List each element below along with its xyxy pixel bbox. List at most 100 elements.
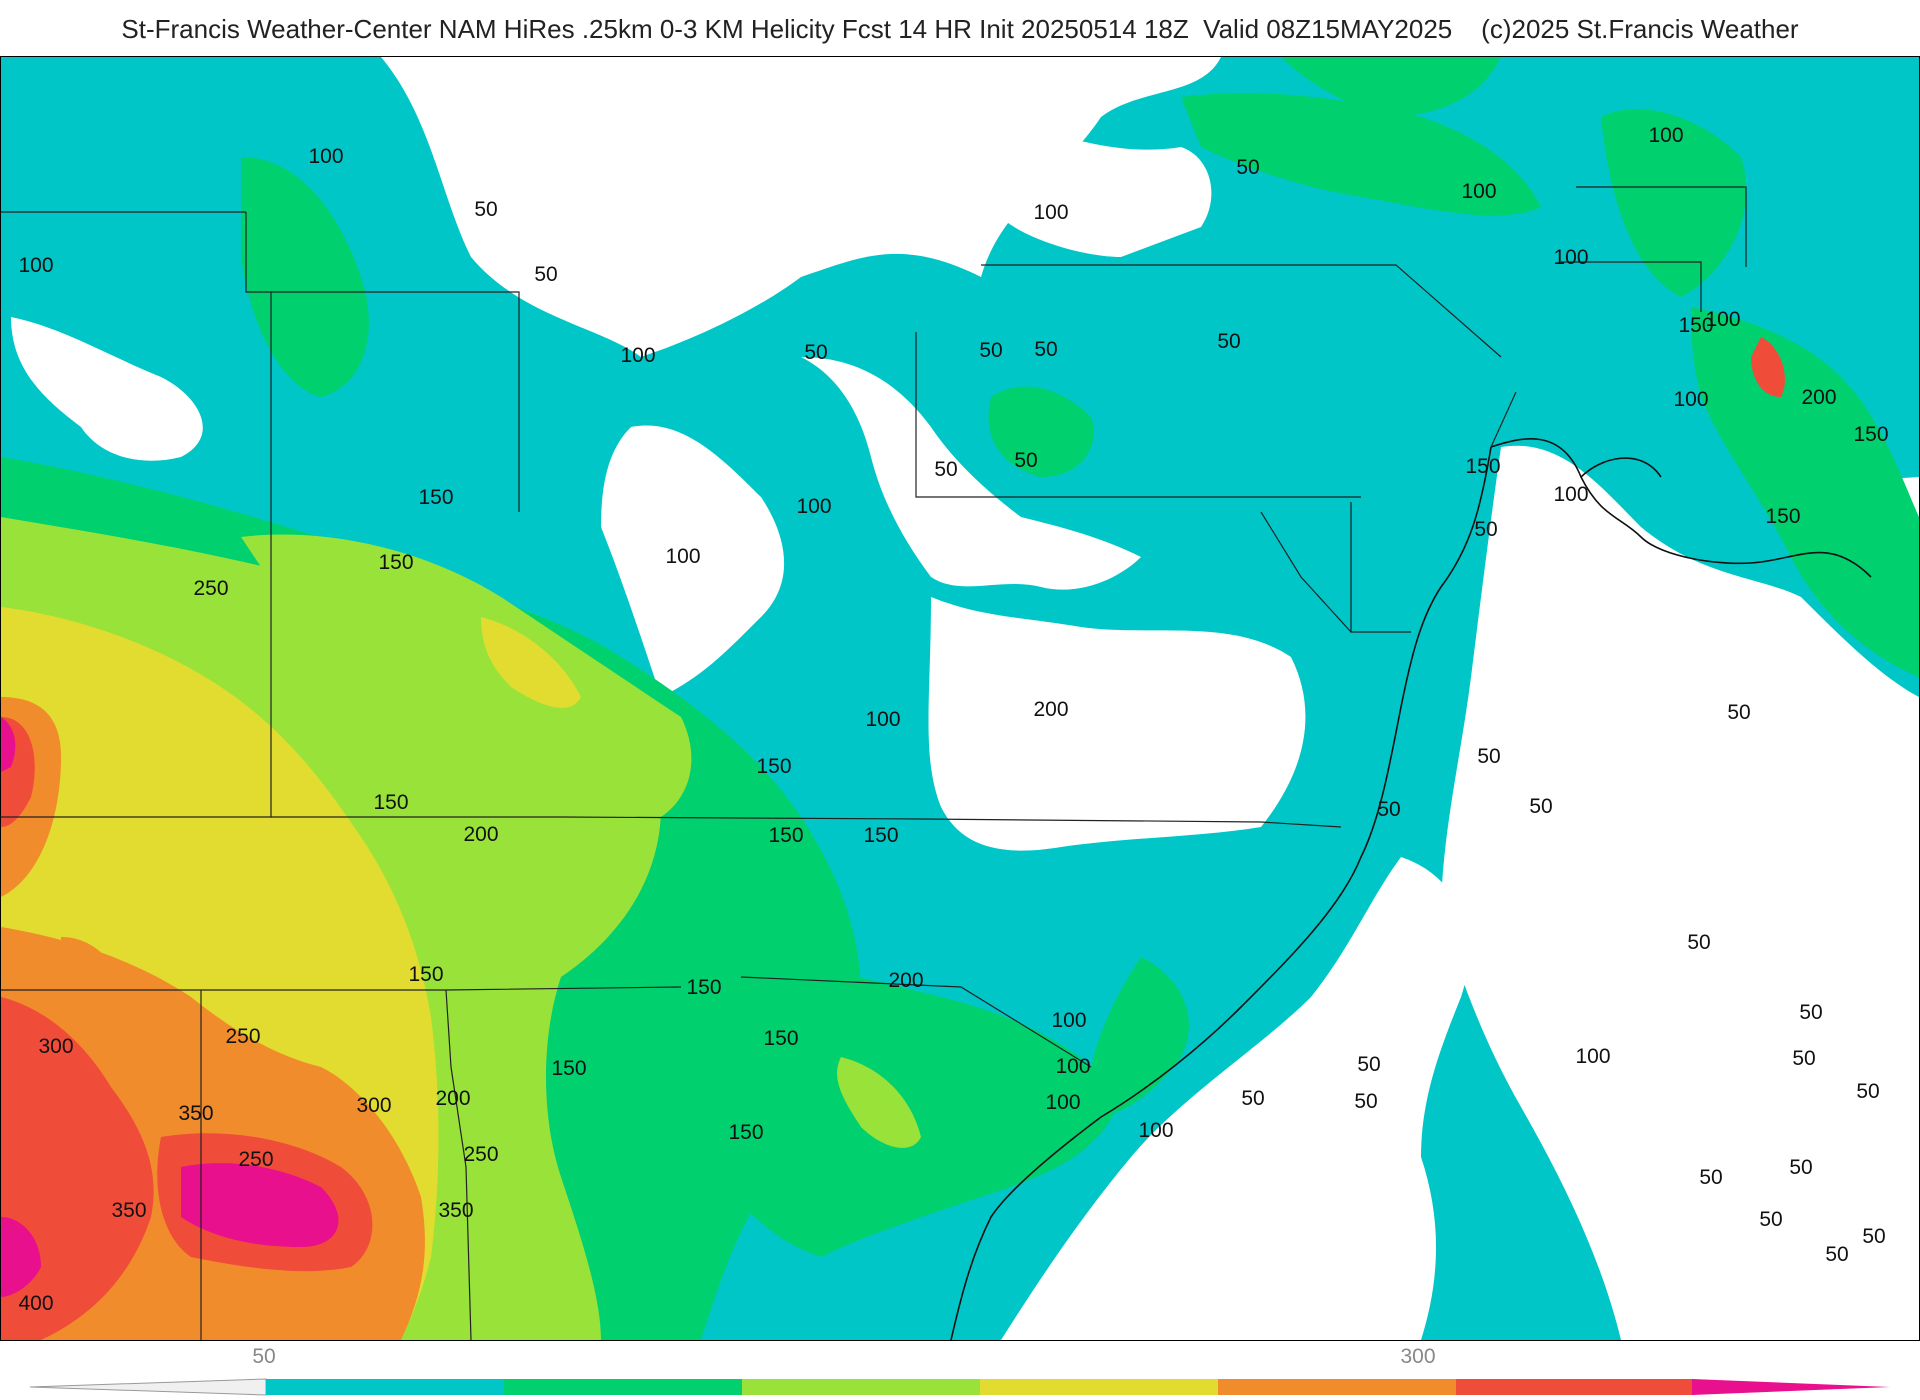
helicity-region (988, 386, 1094, 477)
contour-label: 150 (373, 791, 408, 814)
contour-label: 200 (1801, 386, 1836, 409)
contour-label: 100 (1575, 1045, 1610, 1068)
below-threshold-area (801, 357, 1141, 590)
helicity-region (241, 157, 369, 397)
contour-label: 50 (1759, 1208, 1782, 1231)
contour-label: 250 (193, 577, 228, 600)
helicity-region (1281, 57, 1501, 117)
contour-label: 100 (1705, 308, 1740, 331)
state-line (920, 818, 1342, 828)
contour-label: 100 (1051, 1009, 1086, 1032)
helicity-region (481, 617, 581, 708)
coastline (950, 438, 1872, 1340)
contour-label: 200 (463, 823, 498, 846)
state-boundaries (1, 186, 1747, 1340)
contour-label: 50 (979, 339, 1002, 362)
contour-label: 350 (178, 1102, 213, 1125)
contour-label: 100 (18, 254, 53, 277)
state-line (1260, 511, 1352, 633)
helicity-region (1, 1217, 41, 1297)
below-threshold-area (1001, 117, 1212, 257)
contour-label: 50 (1687, 931, 1710, 954)
contour-label: 150 (418, 486, 453, 509)
colorbar-tick-50: 50 (252, 1345, 276, 1368)
contour-label: 150 (756, 755, 791, 778)
helicity-region (1, 717, 16, 772)
helicity-region (1088, 957, 1189, 1117)
contour-labels: 100 50 100 50 50 100 100 100 50 50 100 100 50 50 50 50 1… (18, 124, 1888, 1315)
contour-label: 150 (763, 1027, 798, 1050)
state-line (1490, 391, 1517, 448)
contour-label: 100 (796, 495, 831, 518)
below-threshold-area (928, 597, 1306, 851)
contour-label: 150 (551, 1057, 586, 1080)
colorbar-cell (742, 1379, 980, 1395)
contour-label: 50 (1727, 701, 1750, 724)
contour-label: 350 (438, 1199, 473, 1222)
below-threshold-area (11, 317, 203, 461)
helicity-region (61, 937, 133, 1060)
contour-label: 50 (1236, 156, 1259, 179)
contour-label: 50 (1699, 1166, 1722, 1189)
helicity-region (1181, 93, 1541, 216)
state-line (981, 264, 1502, 358)
colorbar-cell (980, 1379, 1218, 1395)
contour-label: 150 (768, 824, 803, 847)
contour-label: 200 (435, 1087, 470, 1110)
contour-label: 50 (1377, 798, 1400, 821)
contour-label: 100 (1055, 1055, 1090, 1078)
contour-label: 100 (1648, 124, 1683, 147)
helicity-region (1601, 109, 1747, 297)
below-threshold-area (1441, 445, 1919, 1340)
contour-label: 300 (38, 1035, 73, 1058)
helicity-region (241, 534, 692, 817)
contour-label: 250 (463, 1143, 498, 1166)
contour-label: 50 (1241, 1087, 1264, 1110)
contour-label: 100 (1553, 246, 1588, 269)
colorbar-cell (1218, 1379, 1456, 1395)
contour-label: 150 (686, 976, 721, 999)
state-line (271, 291, 520, 512)
below-threshold-area (1001, 857, 1469, 1340)
contour-label: 100 (1673, 388, 1708, 411)
contour-label: 150 (378, 551, 413, 574)
contour-label: 50 (1789, 1156, 1812, 1179)
contour-label: 150 (863, 824, 898, 847)
contour-label: 100 (1138, 1119, 1173, 1142)
contour-label: 300 (356, 1094, 391, 1117)
contour-label: 150 (1678, 314, 1713, 337)
contour-label: 350 (111, 1199, 146, 1222)
contour-label: 50 (804, 341, 827, 364)
contour-label: 50 (1529, 795, 1552, 818)
contour-label: 150 (728, 1121, 763, 1144)
contour-label: 50 (1825, 1243, 1848, 1266)
contour-label: 150 (1853, 423, 1888, 446)
contour-label: 50 (1477, 745, 1500, 768)
below-threshold-area (601, 425, 785, 697)
contour-label: 50 (934, 458, 957, 481)
contour-label: 50 (1474, 518, 1497, 541)
helicity-region (181, 1163, 339, 1247)
helicity-region (1691, 307, 1919, 677)
state-line (740, 976, 1092, 1068)
chart-title: St-Francis Weather-Center NAM HiRes .25k… (121, 14, 1799, 44)
colorbar-high-arrow (1692, 1379, 1890, 1395)
state-line (271, 816, 922, 820)
contour-label: 50 (534, 263, 557, 286)
contour-label: 100 (620, 344, 655, 367)
contour-label: 50 (1357, 1053, 1380, 1076)
map-canvas: 100 50 100 50 50 100 100 100 50 50 100 100 50 50 50 50 1… (1, 57, 1919, 1340)
colorbar-tick-300: 300 (1400, 1345, 1436, 1368)
contour-label: 100 (1033, 201, 1068, 224)
contour-label: 50 (1862, 1225, 1885, 1248)
colorbar-cell (266, 1379, 504, 1395)
contour-label: 50 (1217, 330, 1240, 353)
contour-label: 100 (1045, 1091, 1080, 1114)
contour-label: 400 (18, 1292, 53, 1315)
colorbar-low-arrow (30, 1378, 267, 1396)
state-line (1561, 261, 1702, 312)
helicity-fill-layer (1, 57, 1919, 1340)
colorbar (30, 1378, 1890, 1396)
contour-label: 150 (1465, 455, 1500, 478)
contour-label: 50 (1034, 338, 1057, 361)
